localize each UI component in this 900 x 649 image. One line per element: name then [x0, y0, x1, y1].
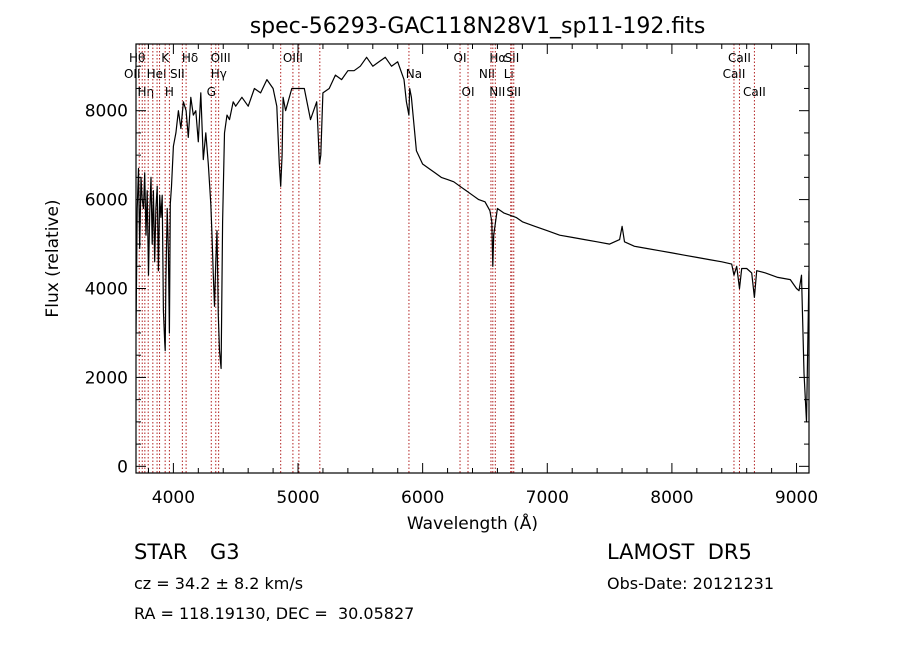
object-class: STAR [134, 540, 188, 564]
survey-release: LAMOST DR5 [607, 540, 752, 564]
object-subclass: G3 [210, 540, 240, 564]
line-label-19: OI [454, 51, 467, 65]
line-label-7: K [161, 51, 170, 65]
line-label-27: CaII [723, 67, 746, 81]
y-axis: 0 2000 4000 6000 8000 [85, 65, 809, 477]
line-label-18: Na [406, 67, 422, 81]
line-label-13: OIII [211, 51, 231, 65]
redshift-cz: cz = 34.2 ± 8.2 km/s [134, 574, 304, 593]
y-tick-label-2000: 2000 [85, 368, 128, 388]
plot-frame [135, 43, 810, 474]
coordinates: RA = 118.19130, DEC = 30.05827 [134, 604, 415, 623]
line-label-28: CaII [728, 51, 751, 65]
observation-date: Obs-Date: 20121231 [607, 574, 775, 593]
y-tick-label-4000: 4000 [85, 280, 128, 300]
line-label-22: Hα [489, 51, 506, 65]
spectrum-line [136, 56, 809, 423]
x-tick-label-9000: 9000 [775, 488, 818, 508]
y-tick-label-0: 0 [117, 457, 128, 477]
line-label-29: CaII [743, 85, 766, 99]
line-label-25: SII [505, 51, 520, 65]
line-label-1: Hθ [129, 51, 145, 65]
line-label-15: OIII [283, 51, 303, 65]
x-axis: 4000 5000 6000 7000 8000 9000 [147, 44, 818, 508]
x-tick-label-8000: 8000 [650, 488, 693, 508]
line-label-2: Hη [138, 85, 155, 99]
line-label-23: NII [489, 85, 505, 99]
x-tick-label-5000: 5000 [276, 488, 319, 508]
y-tick-label-8000: 8000 [85, 102, 128, 122]
line-label-9: SII [170, 67, 185, 81]
line-label-6: HeI [147, 67, 167, 81]
line-label-12: Hγ [211, 67, 227, 81]
line-markers: OII Hθ Hη HeI K H SII Hδ G Hγ OIII OIII Na OI OI NII Hα N… [124, 44, 766, 473]
line-label-26: SII [506, 85, 521, 99]
line-label-8: H [165, 85, 174, 99]
line-label-0: OII [124, 67, 141, 81]
line-label-11: G [207, 85, 216, 99]
y-axis-label: Flux (relative) [43, 199, 63, 317]
x-tick-label-7000: 7000 [526, 488, 569, 508]
line-label-21: NII [479, 67, 495, 81]
y-tick-label-6000: 6000 [85, 191, 128, 211]
chart-title: spec-56293-GAC118N28V1_sp11-192.fits [250, 14, 706, 39]
x-tick-label-6000: 6000 [401, 488, 444, 508]
line-label-20: OI [462, 85, 475, 99]
x-axis-label: Wavelength (Å) [407, 512, 538, 534]
x-tick-label-4000: 4000 [152, 488, 195, 508]
line-label-24: Li [504, 67, 514, 81]
line-label-10: Hδ [182, 51, 198, 65]
